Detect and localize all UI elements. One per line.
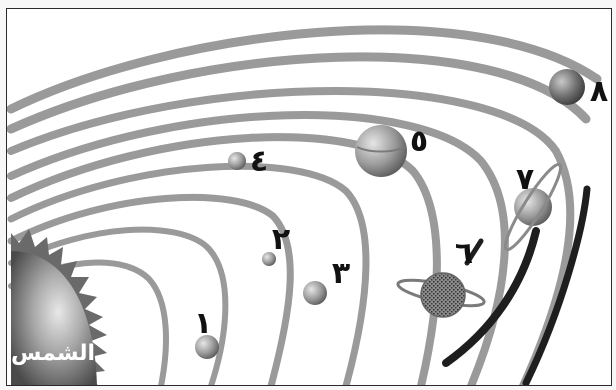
sun: الشمس (11, 229, 107, 385)
orbit-4 (7, 162, 370, 385)
orbit-dark-segments (442, 185, 591, 385)
planet-7: ٧ (503, 162, 563, 252)
planet-1-body (195, 335, 219, 359)
orbit-7 (7, 87, 575, 385)
planet-1-label: ١ (194, 306, 212, 341)
planet-7-ring (503, 162, 563, 252)
planet-3: ٣ (303, 256, 350, 305)
orbit-8-lower (7, 52, 591, 134)
orbit-3 (7, 193, 294, 385)
planet-4-body (228, 152, 246, 170)
planet-6-body (421, 273, 465, 317)
planet-6: ٦ (396, 236, 486, 318)
planet-4: ٤ (228, 144, 268, 179)
planet-5-label: ٥ (410, 124, 428, 159)
planet-3-body (303, 281, 327, 305)
diagram-canvas: الشمس ١ ٢ ٣ ٤ ٥ (7, 25, 608, 385)
orbit-6 (7, 111, 509, 385)
sun-body (11, 251, 97, 385)
planet-7-label: ٧ (516, 162, 534, 197)
planet-8-label: ٨ (590, 74, 608, 109)
planet-6-label: ٦ (455, 236, 473, 271)
planet-2: ٢ (262, 222, 290, 266)
sun-label: الشمس (11, 341, 95, 366)
planet-7-body (514, 188, 552, 226)
planet-8: ٨ (549, 69, 608, 109)
planet-5: ٥ (355, 124, 428, 177)
orbit-2 (8, 226, 229, 385)
planet-3-label: ٣ (332, 256, 350, 291)
planet-1: ١ (194, 306, 219, 359)
planet-8-body (549, 69, 585, 105)
planet-2-label: ٢ (272, 222, 290, 257)
solar-system-diagram: الشمس ١ ٢ ٣ ٤ ٥ (6, 8, 612, 386)
orbit-8 (7, 25, 602, 114)
planet-2-body (262, 252, 276, 266)
planet-4-label: ٤ (250, 144, 268, 179)
